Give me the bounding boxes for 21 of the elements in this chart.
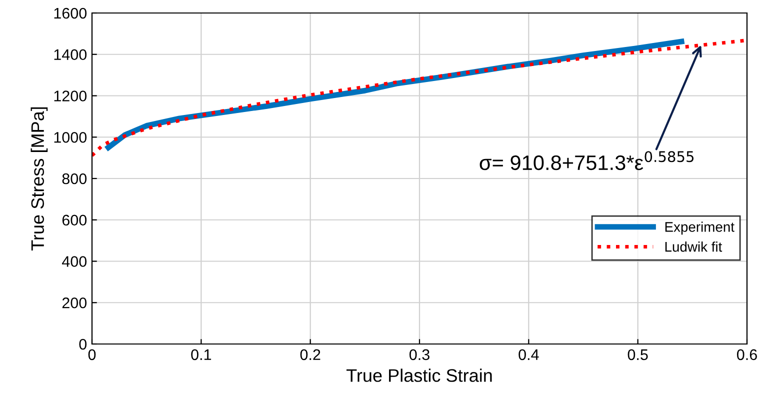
y-tick-label: 1600 bbox=[54, 8, 87, 19]
x-tick-label: 0.6 bbox=[736, 349, 757, 360]
y-tick-label: 1000 bbox=[54, 132, 87, 143]
y-tick-label: 1200 bbox=[54, 90, 87, 102]
x-tick-label: 0 bbox=[88, 349, 96, 360]
y-tick-label: 1400 bbox=[54, 49, 87, 60]
x-tick-label: 0.4 bbox=[518, 349, 539, 360]
y-tick-label: 0 bbox=[79, 338, 87, 350]
x-tick-label: 0.5 bbox=[628, 349, 648, 360]
y-tick-label: 400 bbox=[62, 256, 87, 267]
legend-label: Experiment bbox=[665, 222, 734, 235]
x-tick-label: 0.2 bbox=[300, 349, 320, 360]
y-tick-label: 800 bbox=[62, 173, 87, 184]
y-tick-label: 600 bbox=[62, 214, 87, 226]
legend-label: Ludwik fit bbox=[665, 242, 722, 252]
x-tick-label: 0.3 bbox=[409, 349, 430, 360]
x-tick-label: 0.1 bbox=[191, 349, 212, 360]
y-tick-label: 200 bbox=[62, 297, 87, 308]
x-axis-title: True Plastic Strain bbox=[346, 368, 492, 382]
y-axis-title: True Stress [MPa] bbox=[30, 107, 48, 250]
annotation: σ= 910.8+751.3*ε$^{0.5855}$ bbox=[480, 151, 694, 170]
